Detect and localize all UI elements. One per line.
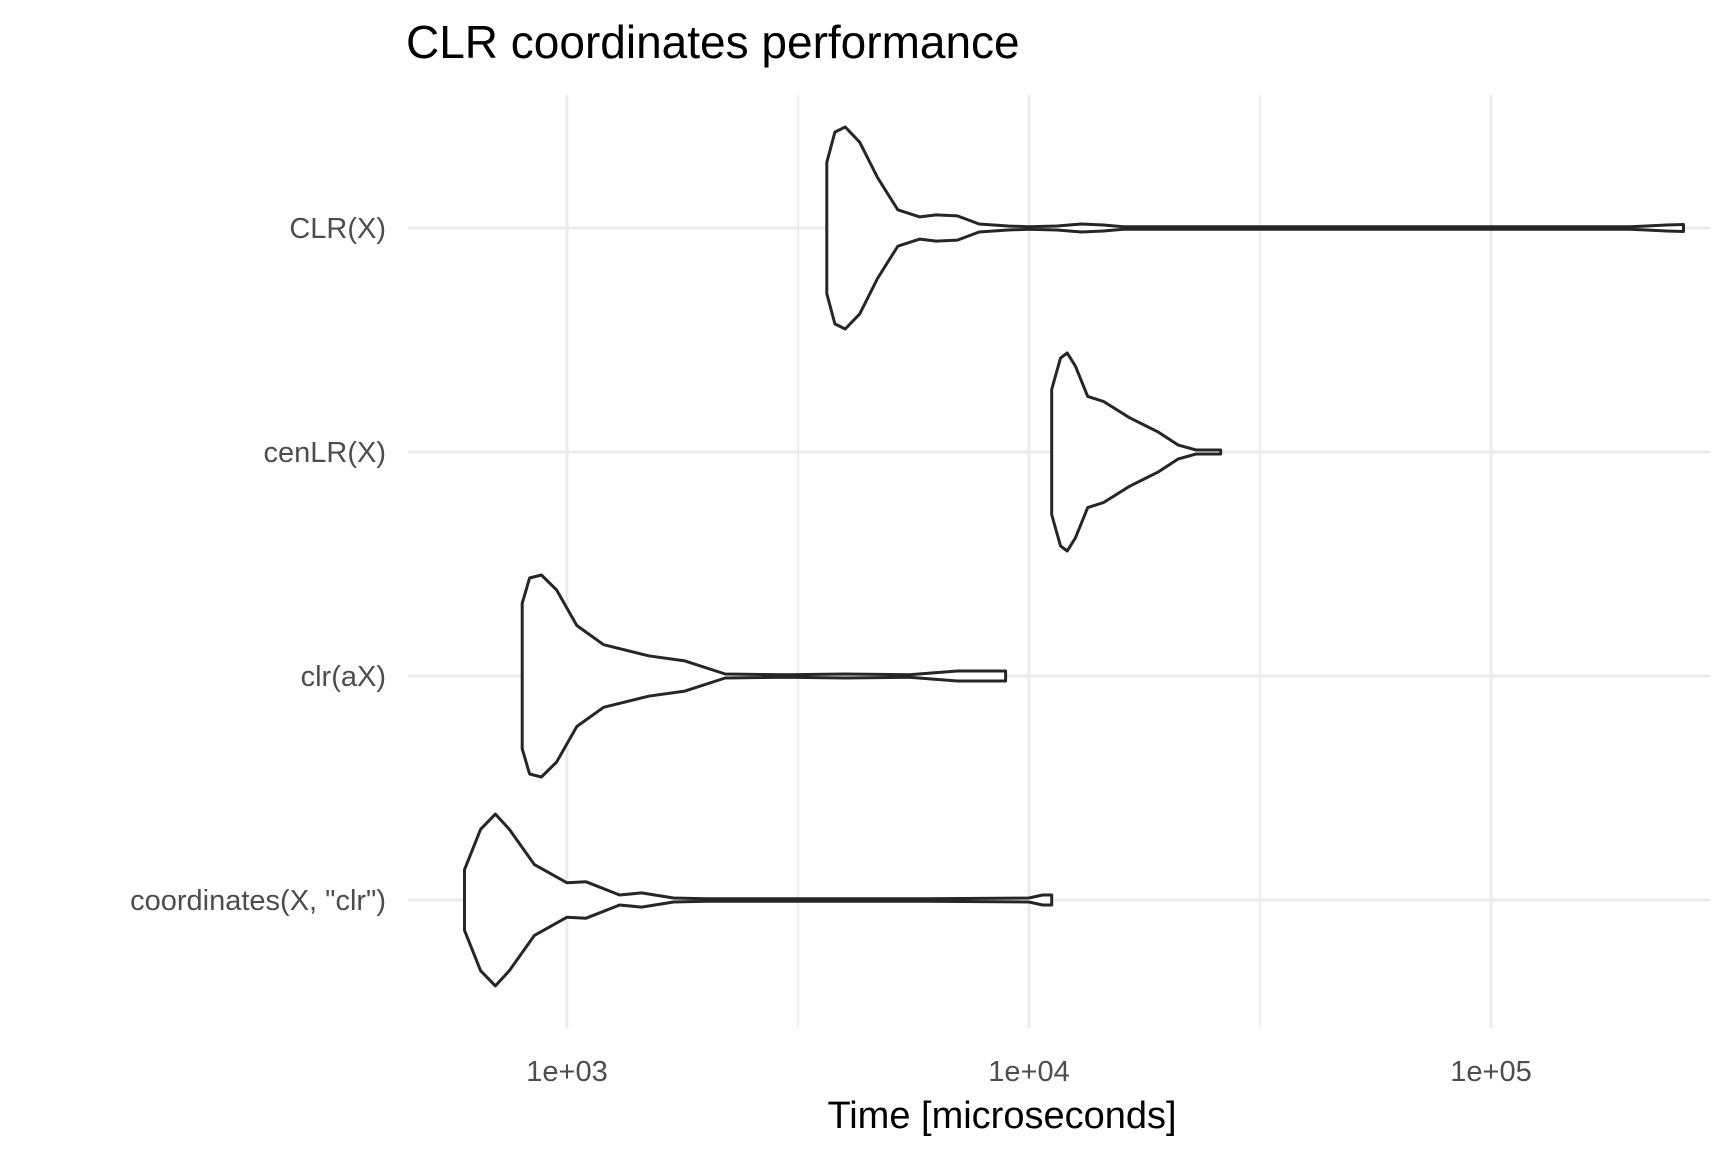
violins bbox=[463, 125, 1685, 988]
x-tick-label-1: 1e+04 bbox=[988, 1056, 1069, 1088]
violin-0 bbox=[825, 125, 1685, 331]
x-tick-labels: 1e+03 1e+04 1e+05 bbox=[526, 1056, 1531, 1088]
chart-title: CLR coordinates performance bbox=[406, 16, 1020, 68]
x-axis-title: Time [microseconds] bbox=[827, 1095, 1176, 1137]
violin-2 bbox=[520, 573, 1008, 779]
x-tick-label-2: 1e+05 bbox=[1450, 1056, 1531, 1088]
x-tick-label-0: 1e+03 bbox=[526, 1056, 607, 1088]
violin-3 bbox=[463, 812, 1054, 988]
violin-1 bbox=[1050, 351, 1223, 553]
category-labels: CLR(X) cenLR(X) clr(aX) coordinates(X, "clr… bbox=[130, 213, 386, 917]
category-label-1: cenLR(X) bbox=[264, 437, 387, 469]
category-label-3: coordinates(X, "clr") bbox=[130, 885, 386, 917]
category-label-0: CLR(X) bbox=[289, 213, 386, 245]
category-label-2: clr(aX) bbox=[301, 661, 386, 693]
